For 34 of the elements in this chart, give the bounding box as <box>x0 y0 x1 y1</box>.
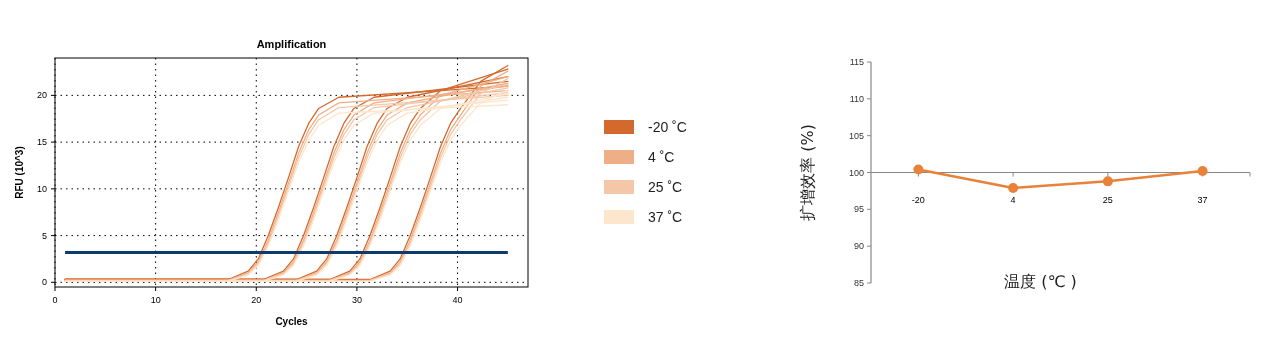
x-tick-label: 20 <box>251 295 262 305</box>
x-tick-label: 4 <box>1010 194 1016 205</box>
legend-label: 37 ˚C <box>648 209 683 225</box>
legend-label: -20 ˚C <box>648 119 687 135</box>
y-axis-title: RFU (10^3) <box>14 146 25 199</box>
x-tick-label: -20 <box>911 194 925 205</box>
y-tick-label: 10 <box>36 183 47 194</box>
y-tick-label: 15 <box>36 137 47 148</box>
y-tick-label: 5 <box>41 230 47 241</box>
y-tick-label: 115 <box>849 57 864 67</box>
x-tick-label: 0 <box>52 295 58 305</box>
y-tick-label: 110 <box>849 93 864 104</box>
point <box>1102 176 1113 187</box>
point <box>1197 166 1208 177</box>
chart-title: Amplification <box>256 38 327 50</box>
point <box>1008 182 1019 193</box>
x-tick-label: 30 <box>351 295 362 305</box>
x-axis-title: 温度 (℃ ) <box>1004 272 1077 291</box>
x-axis-title: Cycles <box>275 316 309 327</box>
point <box>913 164 924 175</box>
x-tick-label: 10 <box>150 295 161 305</box>
y-axis-title: 扩增效率 (%) <box>798 124 817 221</box>
x-tick-label: 37 <box>1197 194 1208 205</box>
y-tick-label: 100 <box>848 167 864 178</box>
y-tick-label: 0 <box>41 277 47 288</box>
legend-label: 25 ˚C <box>648 179 683 195</box>
y-tick-label: 90 <box>853 241 864 252</box>
y-tick-label: 85 <box>853 278 864 288</box>
y-tick-label: 95 <box>853 204 864 215</box>
y-tick-label: 20 <box>36 90 47 101</box>
y-tick-label: 105 <box>848 130 864 141</box>
x-tick-label: 40 <box>452 295 463 305</box>
legend-label: 4 ˚C <box>648 149 675 165</box>
x-tick-label: 25 <box>1102 194 1113 205</box>
